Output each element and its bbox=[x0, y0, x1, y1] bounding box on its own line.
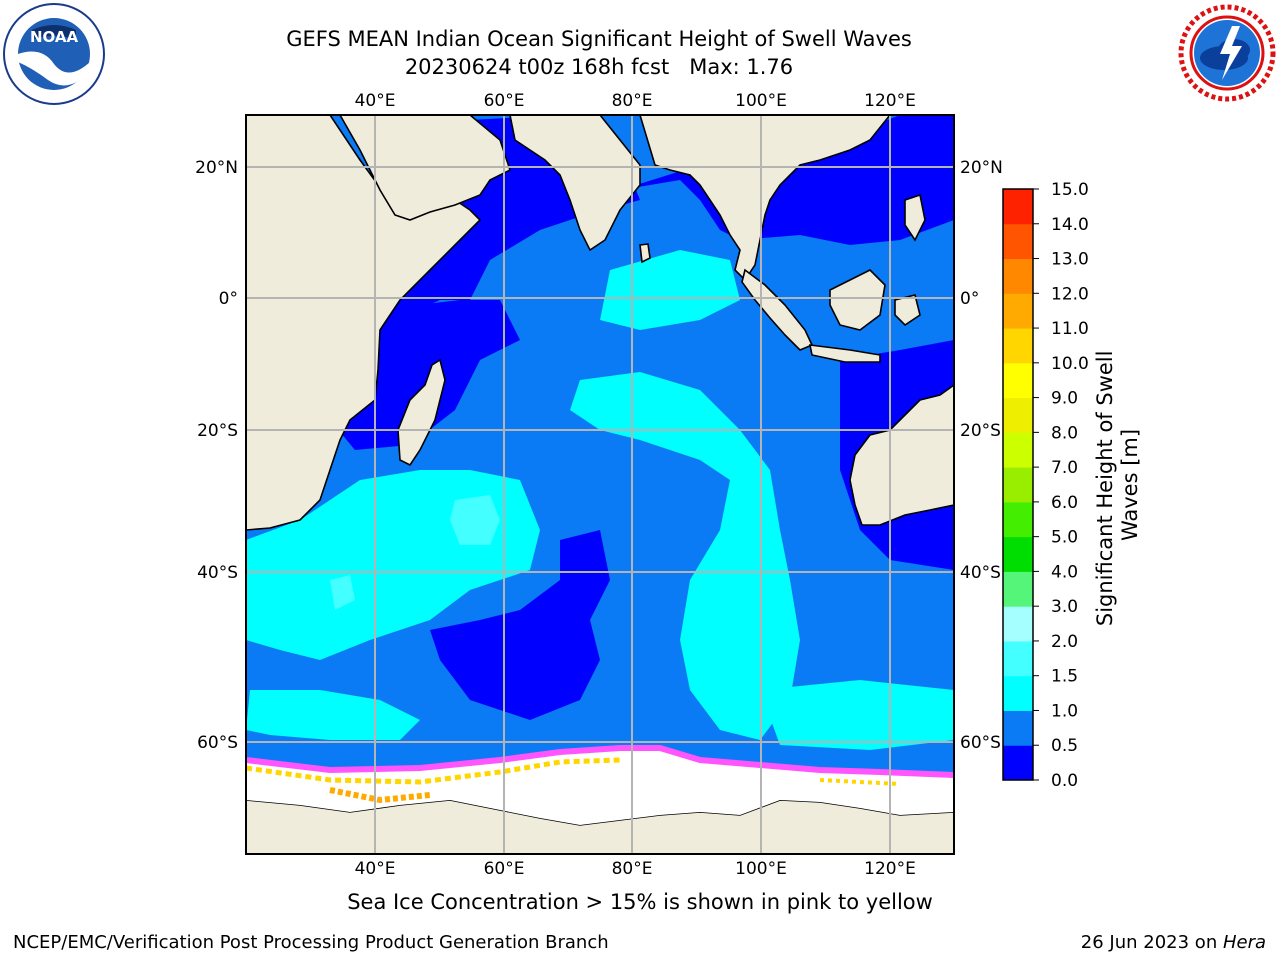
colorbar-tick-label: 1.0 bbox=[1051, 701, 1078, 721]
right-lat-label: 20°S bbox=[960, 421, 1001, 441]
colorbar-segment bbox=[1003, 606, 1033, 642]
colorbar-segment bbox=[1003, 223, 1033, 260]
left-lat-label: 20°N bbox=[195, 158, 238, 178]
colorbar-tick-label: 0.5 bbox=[1051, 736, 1078, 756]
colorbar-tick-label: 11.0 bbox=[1051, 319, 1089, 339]
colorbar-segment bbox=[1003, 536, 1033, 572]
right-lat-label: 0° bbox=[960, 289, 979, 309]
right-lat-label: 60°S bbox=[960, 733, 1001, 753]
sea-ice-band bbox=[246, 745, 954, 825]
noaa-logo-text: NOAA bbox=[30, 28, 79, 46]
colorbar-segment bbox=[1003, 501, 1033, 538]
colorbar-segment bbox=[1003, 745, 1033, 781]
colorbar-tick-label: 8.0 bbox=[1051, 423, 1078, 443]
footer-date: 26 Jun 2023 on Hera bbox=[1081, 932, 1266, 953]
colorbar-segment bbox=[1003, 189, 1033, 225]
swell-band-1.5-2.0 bbox=[330, 495, 500, 610]
colorbar-frame bbox=[1002, 188, 1034, 781]
right-lat-label: 20°N bbox=[960, 158, 1003, 178]
colorbar-tick-label: 6.0 bbox=[1051, 493, 1078, 513]
colorbar-segment bbox=[1003, 675, 1033, 711]
bottom-lon-label: 60°E bbox=[484, 859, 525, 879]
left-lat-label: 60°S bbox=[197, 733, 238, 753]
land bbox=[246, 115, 954, 854]
colorbar-tick-label: 13.0 bbox=[1051, 250, 1089, 270]
colorbar-tick-label: 9.0 bbox=[1051, 389, 1078, 409]
colorbar-tick-label: 14.0 bbox=[1051, 215, 1089, 235]
colorbar-tick-label: 4.0 bbox=[1051, 562, 1078, 582]
footer-date-text: 26 Jun 2023 on bbox=[1080, 932, 1223, 953]
bottom-lon-label: 80°E bbox=[612, 859, 653, 879]
top-lon-label: 60°E bbox=[484, 91, 525, 111]
colorbar-ticks: 0.0 0.5 1.0 1.5 2.0 3.0 4.0 5.0 6.0 7.0 8.0 9.0 10.0… bbox=[1033, 180, 1089, 791]
colorbar-tick-label: 3.0 bbox=[1051, 597, 1078, 617]
left-lat-label: 0° bbox=[219, 289, 238, 309]
bottom-lon-label: 120°E bbox=[864, 859, 916, 879]
colorbar-tick-label: 2.0 bbox=[1051, 632, 1078, 652]
colorbar-tick-label: 0.0 bbox=[1051, 771, 1078, 791]
colorbar-segment bbox=[1003, 640, 1033, 677]
colorbar-segment bbox=[1003, 362, 1033, 399]
left-lat-label: 20°S bbox=[197, 421, 238, 441]
left-lat-label: 40°S bbox=[197, 563, 238, 583]
colorbar-segment bbox=[1003, 571, 1033, 607]
nws-logo bbox=[1178, 4, 1276, 102]
bottom-lon-label: 100°E bbox=[735, 859, 787, 879]
top-lon-label: 120°E bbox=[864, 91, 916, 111]
colorbar-tick-label: 15.0 bbox=[1051, 180, 1089, 200]
top-lon-label: 40°E bbox=[355, 91, 396, 111]
footer-credit: NCEP/EMC/Verification Post Processing Pr… bbox=[13, 932, 609, 953]
colorbar-segment bbox=[1003, 432, 1033, 468]
colorbar-tick-label: 10.0 bbox=[1051, 354, 1089, 374]
colorbar-segment bbox=[1003, 293, 1033, 329]
top-lon-label: 100°E bbox=[735, 91, 787, 111]
chart-title: GEFS MEAN Indian Ocean Significant Heigh… bbox=[286, 27, 912, 51]
right-lat-label: 40°S bbox=[960, 563, 1001, 583]
bottom-lon-label: 40°E bbox=[355, 859, 396, 879]
chart-subtitle: 20230624 t00z 168h fcst Max: 1.76 bbox=[404, 55, 794, 79]
colorbar-tick-label: 5.0 bbox=[1051, 528, 1078, 548]
map-frame bbox=[245, 114, 955, 855]
footer-host: Hera bbox=[1222, 932, 1266, 953]
sea-ice-note: Sea Ice Concentration > 15% is shown in … bbox=[347, 890, 933, 914]
colorbar-tick-label: 1.5 bbox=[1051, 667, 1078, 687]
colorbar-segment bbox=[1003, 397, 1033, 433]
noaa-logo: NOAA bbox=[3, 3, 105, 105]
colorbar-segment bbox=[1003, 710, 1033, 746]
colorbar bbox=[1003, 189, 1033, 781]
colorbar-segment bbox=[1003, 328, 1033, 364]
graticule bbox=[246, 115, 954, 854]
colorbar-tick-label: 12.0 bbox=[1051, 284, 1089, 304]
colorbar-tick-label: 7.0 bbox=[1051, 458, 1078, 478]
colorbar-segment bbox=[1003, 467, 1033, 503]
top-lon-label: 80°E bbox=[612, 91, 653, 111]
colorbar-label: Significant Height of Swell Waves [m] bbox=[1093, 344, 1142, 626]
swell-band-1.0-1.5 bbox=[246, 250, 954, 750]
colorbar-segment bbox=[1003, 258, 1033, 294]
